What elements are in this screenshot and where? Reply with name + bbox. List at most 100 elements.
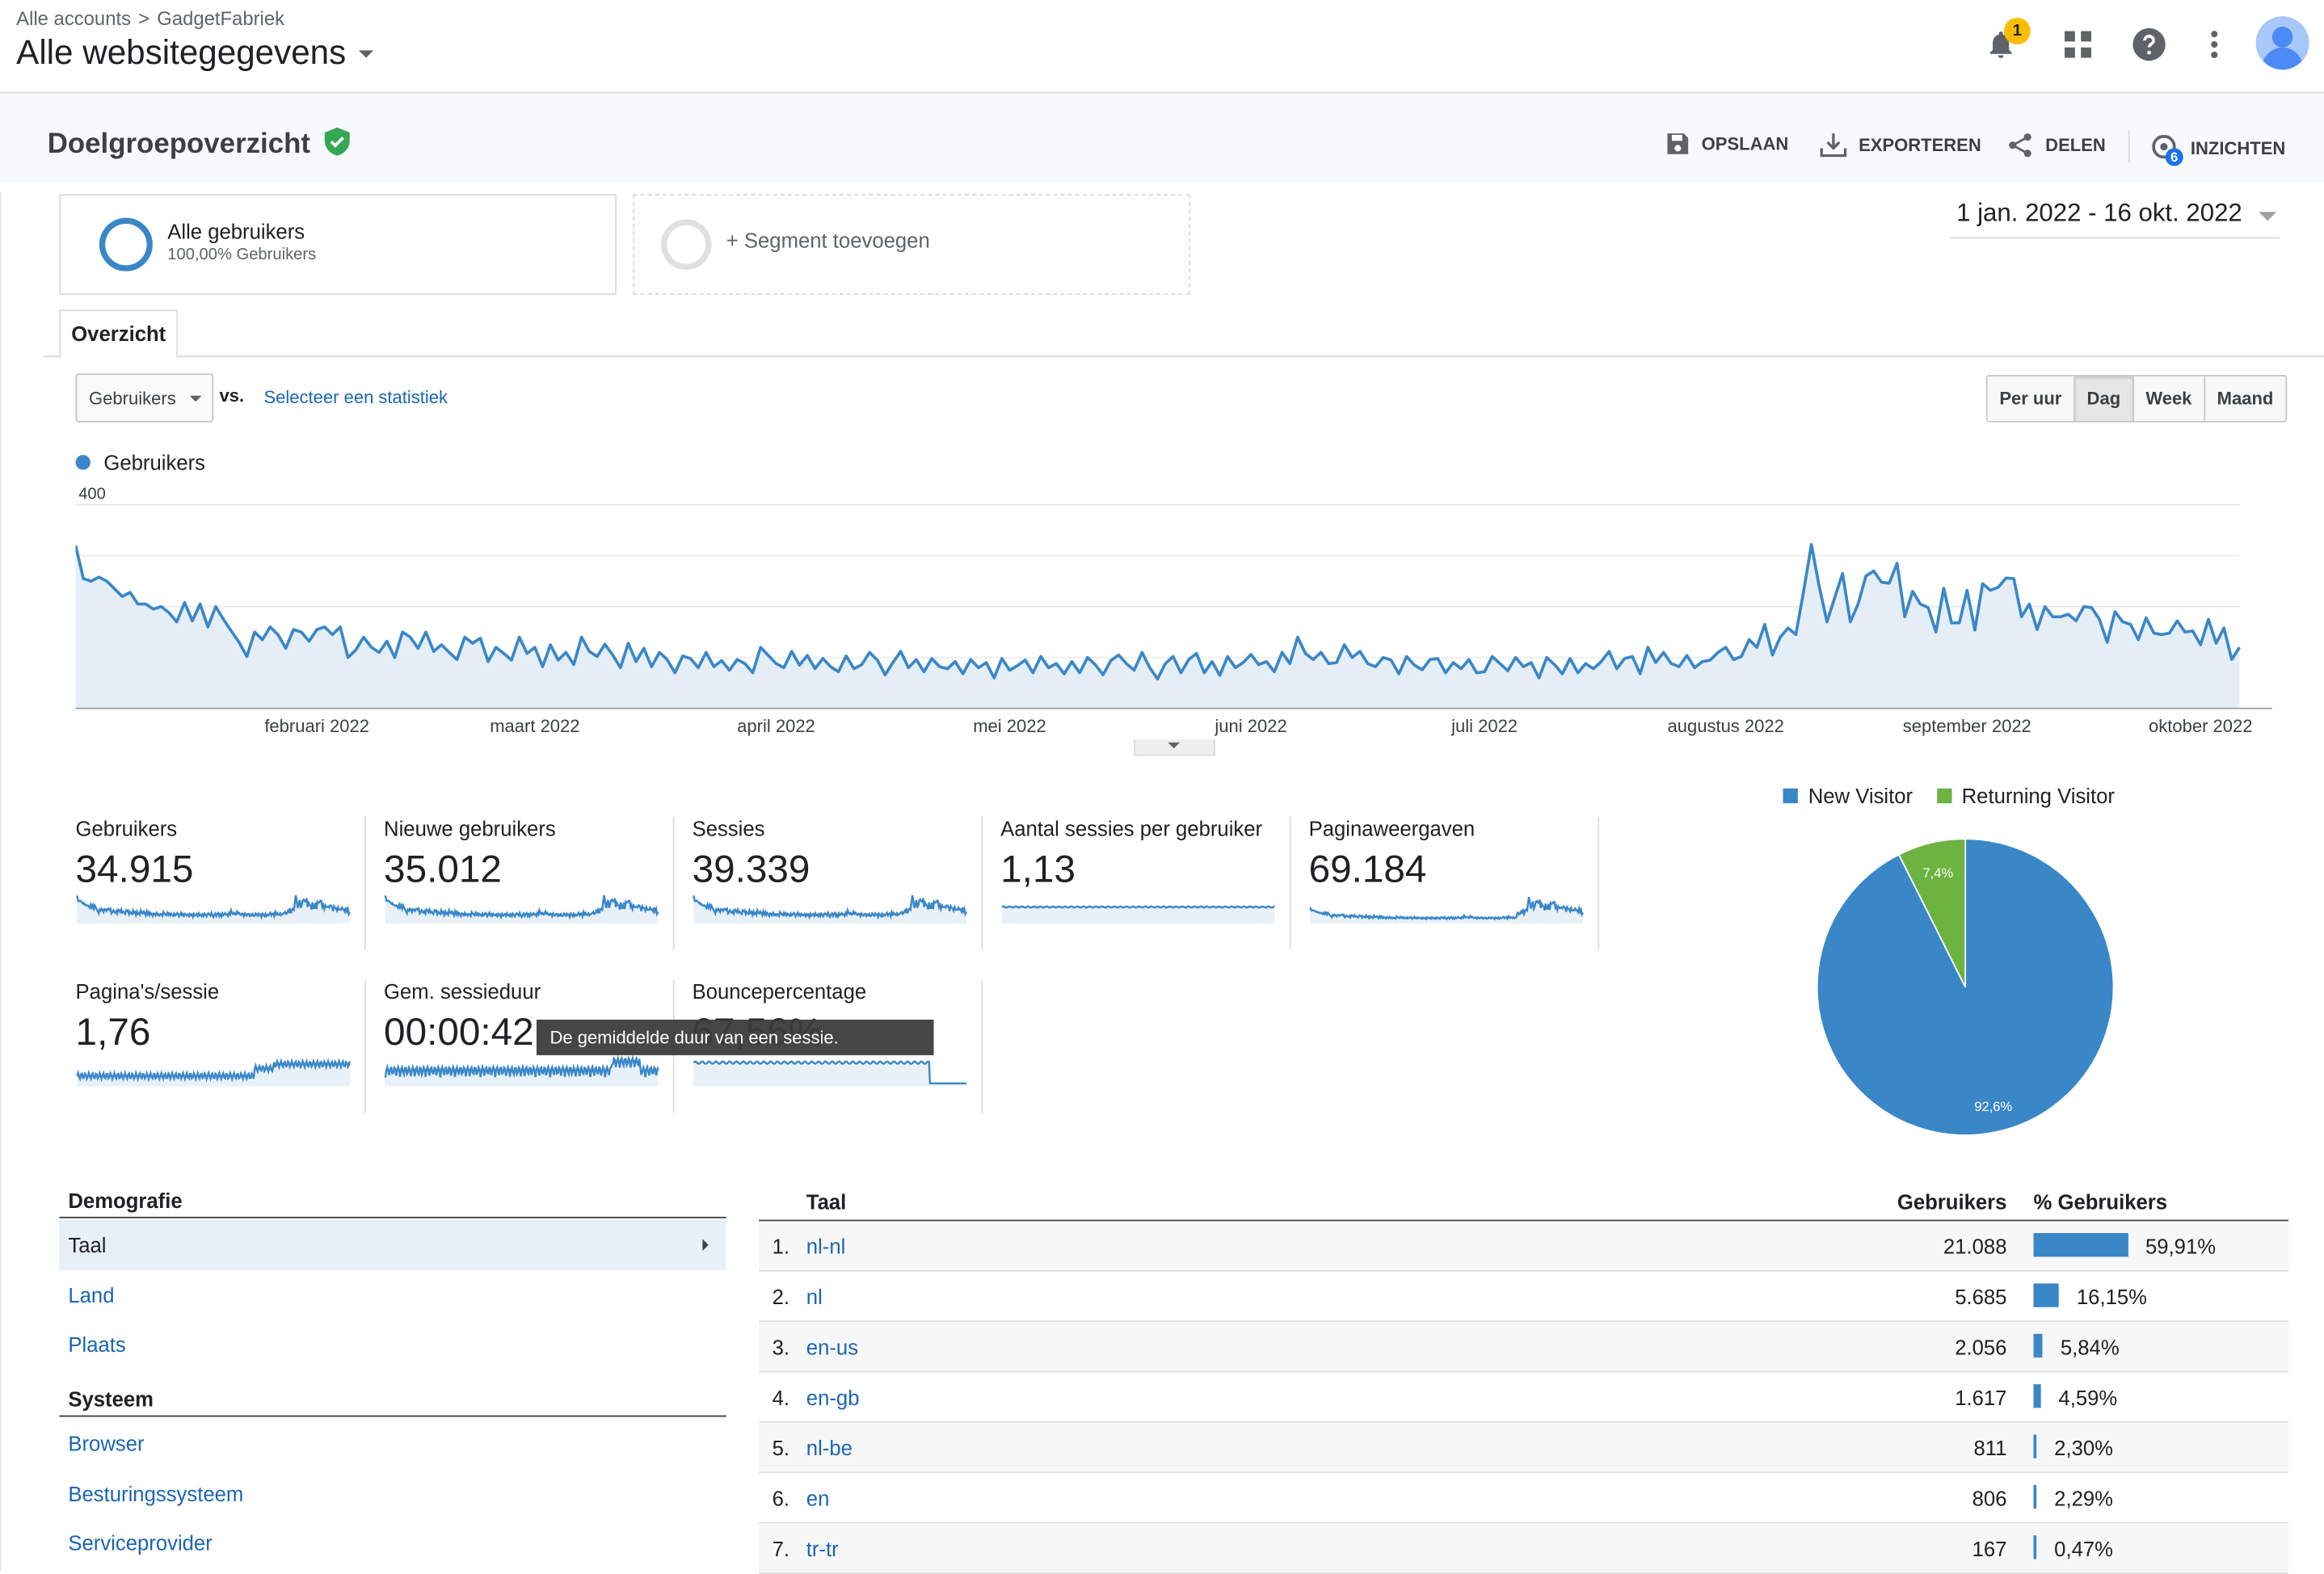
metric-sparkline — [1309, 896, 1584, 924]
nav-item-browser[interactable]: Browser — [68, 1431, 145, 1456]
metric-card-users[interactable]: Gebruikers 34.915 — [75, 816, 367, 950]
language-link[interactable]: nl-be — [806, 1436, 853, 1460]
metric-name: Bouncepercentage — [692, 979, 867, 1004]
pie-slice-label: 92,6% — [1974, 1100, 2012, 1114]
language-link[interactable]: en-gb — [806, 1385, 860, 1410]
help-icon[interactable] — [2125, 21, 2173, 69]
tab-bar-line — [43, 356, 2324, 358]
metric-select[interactable]: Gebruikers — [75, 373, 214, 423]
share-button[interactable]: DELEN — [2006, 132, 2106, 158]
breadcrumb-parent[interactable]: Alle accounts — [16, 7, 132, 30]
add-segment-button[interactable]: + Segment toevoegen — [633, 194, 1190, 296]
metric-card-new-users[interactable]: Nieuwe gebruikers 35.012 — [384, 816, 675, 950]
granularity-month-button[interactable]: Maand — [2204, 376, 2286, 421]
pie-slice-returning-visitor[interactable] — [1897, 838, 1967, 987]
metric-name: Paginaweergaven — [1308, 816, 1476, 840]
export-button[interactable]: EXPORTEREN — [1820, 132, 1981, 158]
granularity-day-button[interactable]: Dag — [2074, 376, 2134, 421]
sparkline-area — [1001, 906, 1275, 924]
export-label: EXPORTEREN — [1859, 133, 1981, 155]
language-table: Taal Gebruikers % Gebruikers 1. nl-nl 21.0… — [759, 1190, 2288, 1574]
users-value: 1.617 — [1955, 1385, 2007, 1410]
language-link[interactable]: en — [806, 1486, 830, 1511]
language-link[interactable]: tr-tr — [806, 1537, 839, 1561]
nav-item-country[interactable]: Land — [68, 1283, 115, 1307]
metric-card-sessions[interactable]: Sessies 39.339 — [692, 816, 983, 950]
chart-collapse-handle[interactable] — [1134, 739, 1216, 756]
pct-bar — [2033, 1283, 2059, 1307]
metric-name: Sessies — [692, 816, 765, 840]
metric-value: 35.012 — [384, 846, 502, 891]
language-link[interactable]: en-us — [806, 1335, 859, 1359]
pct-value: 59,91% — [2145, 1234, 2217, 1259]
users-value: 167 — [1972, 1537, 2007, 1561]
sparkline-line — [693, 1060, 966, 1084]
caret-down-icon — [2259, 212, 2277, 221]
nav-item-city[interactable]: Plaats — [68, 1332, 126, 1357]
legend-returning-visitor: Returning Visitor — [1961, 784, 2116, 808]
breadcrumb-account[interactable]: GadgetFabriek — [157, 7, 285, 30]
page-title-text: Doelgroepoverzicht — [47, 128, 311, 161]
users-value: 2.056 — [1955, 1335, 2007, 1359]
left-edge-divider — [0, 192, 2, 1572]
metric-sparkline — [76, 1057, 352, 1087]
sparkline-line — [1309, 896, 1584, 921]
header-users[interactable]: Gebruikers — [1897, 1189, 2007, 1214]
date-range-picker[interactable]: 1 jan. 2022 - 16 okt. 2022 — [1950, 198, 2280, 239]
breadcrumb[interactable]: Alle accounts > GadgetFabriek — [16, 7, 284, 30]
add-segment-label: + Segment toevoegen — [726, 228, 930, 252]
nav-item-service-provider[interactable]: Serviceprovider — [68, 1530, 213, 1555]
language-link[interactable]: nl-nl — [806, 1234, 846, 1259]
legend-series-name: Gebruikers — [103, 450, 205, 474]
metric-card-avg-session-duration[interactable]: Gem. sessieduur 00:00:42 — [384, 979, 675, 1113]
date-range-label: 1 jan. 2022 - 16 okt. 2022 — [1956, 198, 2242, 227]
metric-sparkline — [76, 894, 351, 924]
download-icon — [1820, 133, 1847, 158]
metric-sparkline — [384, 894, 659, 924]
metric-name: Pagina's/sessie — [75, 979, 220, 1004]
metric-value: 00:00:42 — [384, 1009, 534, 1054]
row-index: 6. — [772, 1486, 790, 1511]
caret-down-icon — [189, 395, 202, 402]
more-vert-icon[interactable] — [2191, 21, 2238, 69]
table-row: 7. tr-tr 167 0,47% — [759, 1523, 2288, 1574]
demographics-heading: Demografie — [59, 1189, 726, 1218]
toolbar-divider — [2128, 130, 2130, 163]
account-avatar[interactable] — [2255, 16, 2309, 70]
granularity-hour-button[interactable]: Per uur — [1987, 376, 2075, 421]
language-link[interactable]: nl — [806, 1285, 823, 1309]
share-icon — [2009, 133, 2031, 158]
legend-swatch-returning — [1936, 788, 1951, 804]
apps-grid-icon[interactable] — [2054, 21, 2102, 69]
header-language[interactable]: Taal — [806, 1189, 847, 1214]
table-row: 3. en-us 2.056 5,84% — [759, 1322, 2288, 1373]
granularity-week-button[interactable]: Week — [2133, 376, 2205, 421]
x-tick-label: februari 2022 — [264, 716, 369, 736]
nav-item-operating-system[interactable]: Besturingssysteem — [68, 1482, 244, 1506]
users-value: 5.685 — [1955, 1285, 2007, 1309]
insights-label: INZICHTEN — [2190, 137, 2286, 159]
segment-all-users[interactable]: Alle gebruikers 100,00% Gebruikers — [59, 194, 617, 296]
row-index: 5. — [772, 1436, 790, 1460]
insights-button[interactable]: 6 INZICHTEN — [2149, 132, 2286, 166]
metric-card-pageviews[interactable]: Paginaweergaven 69.184 — [1308, 816, 1600, 950]
users-value: 806 — [1972, 1486, 2007, 1511]
metric-card-sessions-per-user[interactable]: Aantal sessies per gebruiker 1,13 — [1000, 816, 1291, 950]
metric-card-pages-per-session[interactable]: Pagina's/sessie 1,76 — [75, 979, 367, 1113]
metric-value: 34.915 — [75, 846, 194, 891]
tab-overview[interactable]: Overzicht — [59, 309, 179, 359]
system-heading: Systeem — [59, 1387, 726, 1417]
table-row: 1. nl-nl 21.088 59,91% — [759, 1221, 2288, 1272]
save-button[interactable]: OPSLAAN — [1666, 132, 1788, 155]
metric-select-value: Gebruikers — [89, 388, 176, 410]
nav-item-language[interactable]: Taal — [59, 1219, 726, 1270]
metric-sparkline — [693, 1060, 966, 1087]
pct-value: 2,29% — [2054, 1486, 2114, 1511]
visitor-type-pie-chart[interactable]: 92,6% 7,4% — [1814, 835, 2116, 1138]
sparkline-area — [1310, 897, 1583, 924]
view-selector[interactable]: Alle websitegegevens — [16, 32, 375, 73]
x-tick-label: september 2022 — [1903, 716, 2031, 736]
select-statistic-link[interactable]: Selecteer een statistiek — [263, 386, 448, 408]
header-pct-users[interactable]: % Gebruikers — [2033, 1189, 2168, 1214]
